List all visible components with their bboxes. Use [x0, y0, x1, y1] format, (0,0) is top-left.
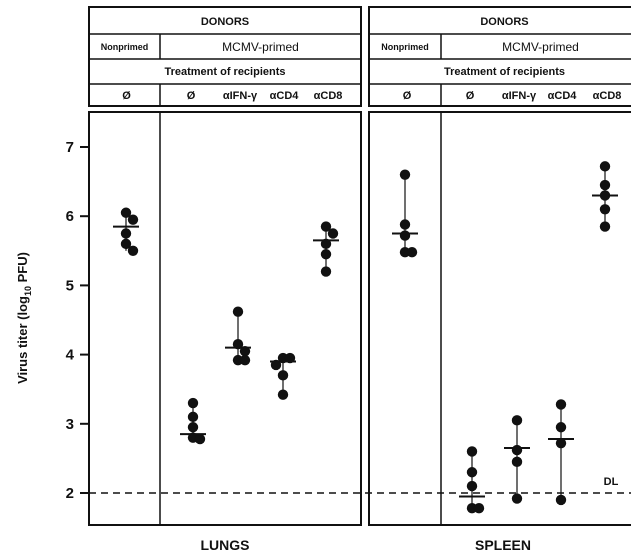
mcmv-primed-label: MCMV-primed	[502, 40, 579, 54]
data-point	[399, 169, 411, 180]
treatment-group-label: Ø	[122, 90, 131, 102]
data-point	[284, 352, 296, 364]
data-point	[511, 493, 523, 504]
treatment-group-label: αCD8	[314, 90, 343, 102]
data-point	[194, 433, 206, 445]
data-point	[511, 415, 523, 426]
detection-limit-label: DL	[604, 476, 619, 488]
treatment-group-label: αCD4	[548, 90, 578, 102]
y-tick-label: 5	[66, 277, 74, 294]
treatment-group-label: αIFN-γ	[502, 90, 537, 102]
data-marks: DL	[89, 161, 631, 514]
data-point	[555, 494, 567, 506]
data-point	[187, 397, 199, 409]
data-point	[320, 266, 332, 277]
data-point	[239, 345, 251, 357]
y-tick-label: 6	[66, 208, 74, 225]
data-point	[120, 228, 132, 239]
data-point	[127, 214, 139, 225]
treatment-group-label: Ø	[466, 90, 475, 102]
treatment-group-label: Ø	[187, 90, 196, 102]
data-point	[555, 422, 567, 433]
y-tick-label: 7	[66, 139, 74, 156]
data-point	[270, 359, 282, 371]
treatment-group-label: αCD4	[270, 90, 300, 102]
data-point	[399, 230, 411, 241]
y-axis-label-main: Virus titer (log	[15, 296, 30, 384]
treatment-group-label: Ø	[403, 90, 412, 102]
nonprimed-label: Nonprimed	[101, 42, 149, 52]
data-point	[466, 467, 478, 478]
data-point	[320, 249, 332, 260]
header-tables: DONORS Nonprimed MCMV-primed Treatment of r…	[88, 6, 631, 107]
nonprimed-label: Nonprimed	[381, 42, 429, 52]
treatment-group-label: αCD8	[593, 90, 622, 102]
panel-labels: LUNGS SPLEEN	[201, 537, 532, 553]
data-point	[599, 221, 611, 232]
data-point	[277, 389, 289, 400]
data-point	[511, 444, 523, 456]
data-point	[511, 456, 523, 468]
treatment-label: Treatment of recipients	[444, 66, 565, 78]
data-point	[120, 207, 132, 218]
data-point	[599, 190, 611, 201]
plot-frame-1	[368, 111, 631, 526]
data-point	[239, 354, 251, 366]
data-point	[320, 238, 332, 250]
data-point	[399, 219, 411, 230]
mcmv-primed-label: MCMV-primed	[222, 40, 299, 54]
donors-label: DONORS	[201, 16, 249, 28]
donors-label: DONORS	[480, 16, 528, 28]
data-point	[406, 246, 418, 258]
data-point	[466, 480, 478, 492]
treatment-label: Treatment of recipients	[164, 66, 285, 78]
header-frame-0	[88, 6, 362, 107]
data-point	[327, 228, 339, 239]
data-point	[277, 370, 289, 381]
data-point	[555, 437, 567, 449]
data-point	[599, 161, 611, 172]
data-point	[120, 238, 132, 250]
y-tick-label: 3	[66, 416, 74, 433]
y-axis-label: Virus titer (log10 PFU)	[15, 252, 33, 384]
y-axis: 2 3 4 5 6 7 Virus titer (log10 PFU)	[15, 139, 89, 502]
y-tick-label: 4	[66, 347, 75, 364]
data-point	[187, 422, 199, 433]
treatment-group-label: αIFN-γ	[223, 90, 258, 102]
data-point	[599, 179, 611, 191]
plot-frame-0	[88, 111, 362, 526]
panel-label-spleen: SPLEEN	[475, 537, 531, 553]
data-point	[320, 221, 332, 232]
y-axis-label-sub: 10	[23, 286, 33, 296]
y-tick-label: 2	[66, 485, 74, 502]
data-point	[599, 204, 611, 215]
data-point	[555, 399, 567, 410]
y-axis-label-end: PFU)	[15, 252, 30, 286]
data-point	[232, 339, 244, 350]
panel-frames	[88, 111, 631, 526]
header-frame-1	[368, 6, 631, 107]
data-point	[187, 411, 199, 423]
data-point	[232, 306, 244, 317]
data-point	[127, 245, 139, 256]
data-point	[466, 446, 478, 457]
data-point	[473, 503, 485, 514]
panel-label-lungs: LUNGS	[201, 537, 250, 553]
